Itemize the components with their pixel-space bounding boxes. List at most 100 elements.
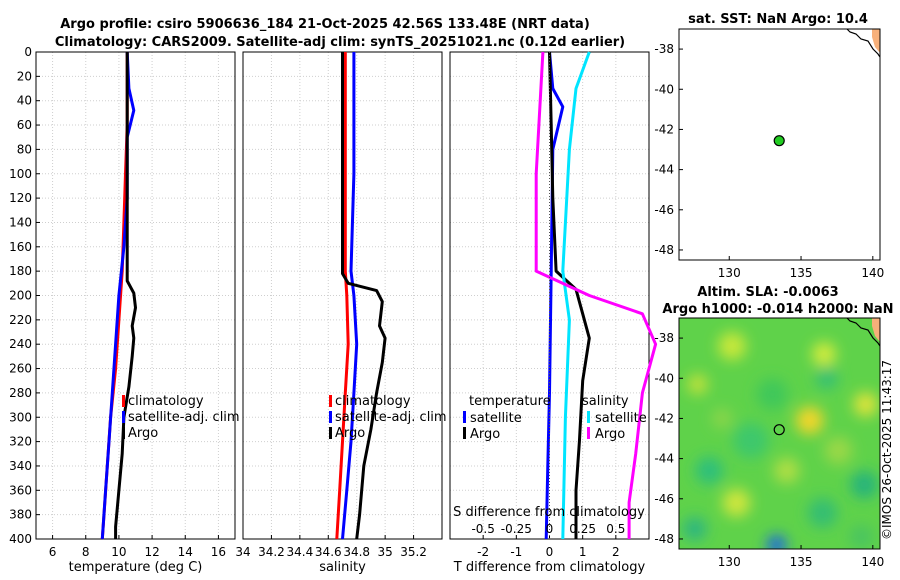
x-tick-label: 35 xyxy=(378,545,393,559)
y-tick-label: -48 xyxy=(654,243,674,257)
y-tick-label: -44 xyxy=(654,452,674,466)
y-tick-label: 380 xyxy=(9,508,32,522)
sla-blob xyxy=(722,488,751,517)
legend-swatch xyxy=(122,411,125,423)
x-axis-label: temperature (deg C) xyxy=(69,560,203,575)
sla-blob xyxy=(766,534,787,549)
y-tick-label: 160 xyxy=(9,240,32,254)
s-diff-tick-label: 0.5 xyxy=(606,522,625,536)
series-line-satellite-adj-clim xyxy=(100,51,136,540)
panel-temperature: 6 8 10 12 14 16 temperature (deg C) 0 20 40 60 80 10… xyxy=(9,45,240,575)
x-tick-label: -1 xyxy=(510,545,522,559)
x-tick-label: -2 xyxy=(477,545,489,559)
sla-blob xyxy=(824,436,853,465)
legend-label: climatology xyxy=(335,394,411,409)
legend-swatch xyxy=(463,411,466,423)
series-line-argo xyxy=(114,52,137,539)
sla-blob xyxy=(695,456,724,485)
s-diff-tick-label: -0.25 xyxy=(501,522,532,536)
y-tick-label: 400 xyxy=(9,532,32,546)
sla-blob xyxy=(853,392,878,417)
y-tick-label: -40 xyxy=(654,82,674,96)
x-axis-label: T difference from climatology xyxy=(453,560,646,575)
series-line-satellite-adj-clim xyxy=(341,52,359,540)
sla-blobs xyxy=(682,332,879,549)
series-line-s-argo xyxy=(534,51,658,539)
legend-title-salinity: salinity xyxy=(582,394,629,409)
coastline xyxy=(846,28,881,58)
sla-map-title-line1: Altim. SLA: -0.0063 xyxy=(697,285,838,300)
y-tick-label: 200 xyxy=(9,289,32,303)
x-tick-label: 130 xyxy=(718,266,741,280)
x-tick-label: 10 xyxy=(111,545,126,559)
y-tick-label: -46 xyxy=(654,492,674,506)
y-tick-label: -40 xyxy=(654,371,674,385)
map-frame xyxy=(678,28,881,261)
panel-sst_map: -38 -40 -42 -44 -46 -48 130 135 140 sat. SST: NaN… xyxy=(654,12,884,280)
sla-blob xyxy=(795,406,824,435)
legend-swatch xyxy=(463,427,466,439)
x-tick-label: 0 xyxy=(546,545,554,559)
panel-sla_map: -38 -40 -42 -44 -46 -48 130 135 140 Altim. SLA: -… xyxy=(654,285,893,569)
sla-blob xyxy=(756,378,789,411)
land-patch xyxy=(872,29,880,53)
y-tick-label: 40 xyxy=(17,94,32,108)
y-tick-label: 220 xyxy=(9,313,32,327)
sla-blob xyxy=(718,332,747,361)
y-tick-label: -38 xyxy=(654,331,674,345)
sst-map-title: sat. SST: NaN Argo: 10.4 xyxy=(688,12,868,27)
y-tick-label: 260 xyxy=(9,362,32,376)
legend-label: Argo xyxy=(128,426,158,441)
y-tick-label: -42 xyxy=(654,411,674,425)
x-tick-label: 12 xyxy=(144,545,159,559)
sla-blob xyxy=(773,457,800,484)
sla-map-title-line2: Argo h1000: -0.014 h2000: NaN xyxy=(662,302,893,317)
argo-location-marker xyxy=(773,424,785,436)
x-tick-label: 35.2 xyxy=(400,545,427,559)
legend-title-temperature: temperature xyxy=(469,394,551,409)
sla-blob xyxy=(849,524,874,549)
x-tick-label: 34.2 xyxy=(258,545,285,559)
sla-blob xyxy=(812,342,837,367)
series-line-argo xyxy=(341,52,387,540)
y-tick-label: 300 xyxy=(9,410,32,424)
legend-swatch xyxy=(122,427,125,439)
sla-blob xyxy=(732,422,769,459)
x-tick-label: 135 xyxy=(790,266,813,280)
map-frame xyxy=(678,317,881,550)
x-tick-label: 6 xyxy=(49,545,57,559)
x-tick-label: 140 xyxy=(861,266,884,280)
y-tick-label: -44 xyxy=(654,163,674,177)
x-tick-label: 1 xyxy=(579,545,587,559)
x-tick-label: 140 xyxy=(861,555,884,569)
legend-label: satellite xyxy=(470,411,522,426)
x-tick-label: 34.8 xyxy=(343,545,370,559)
legend-label: Argo xyxy=(470,427,500,442)
y-tick-label: -48 xyxy=(654,532,674,546)
legend-swatch xyxy=(329,395,332,407)
land-patch xyxy=(872,318,880,342)
x-axis-label: salinity xyxy=(319,560,366,575)
s-diff-tick-label: -0.5 xyxy=(471,522,494,536)
legend-label: satellite-adj. clim xyxy=(128,410,240,425)
sla-blob xyxy=(815,367,838,390)
legend-label: satellite xyxy=(595,411,647,426)
sla-heatmap xyxy=(679,318,880,549)
sla-blob xyxy=(850,470,879,499)
y-tick-label: -46 xyxy=(654,203,674,217)
y-tick-label: 60 xyxy=(17,118,32,132)
legend-label: Argo xyxy=(595,427,625,442)
x-tick-label: 34.4 xyxy=(286,545,313,559)
legend-label: Argo xyxy=(335,426,365,441)
figure-title-line1: Argo profile: csiro 5906636_184 21-Oct-2… xyxy=(60,17,590,32)
s-diff-tick-label: 0 xyxy=(546,522,554,536)
y-tick-label: 0 xyxy=(24,45,32,59)
y-tick-label: 140 xyxy=(9,215,32,229)
panel-salinity: 34 34.2 34.4 34.6 34.8 35 35.2 salinity climatol… xyxy=(235,51,447,575)
x-tick-label: 34 xyxy=(235,545,250,559)
y-tick-label: -38 xyxy=(654,42,674,56)
sla-blob xyxy=(682,516,707,541)
x-tick-label: 130 xyxy=(718,555,741,569)
y-tick-label: -42 xyxy=(654,122,674,136)
